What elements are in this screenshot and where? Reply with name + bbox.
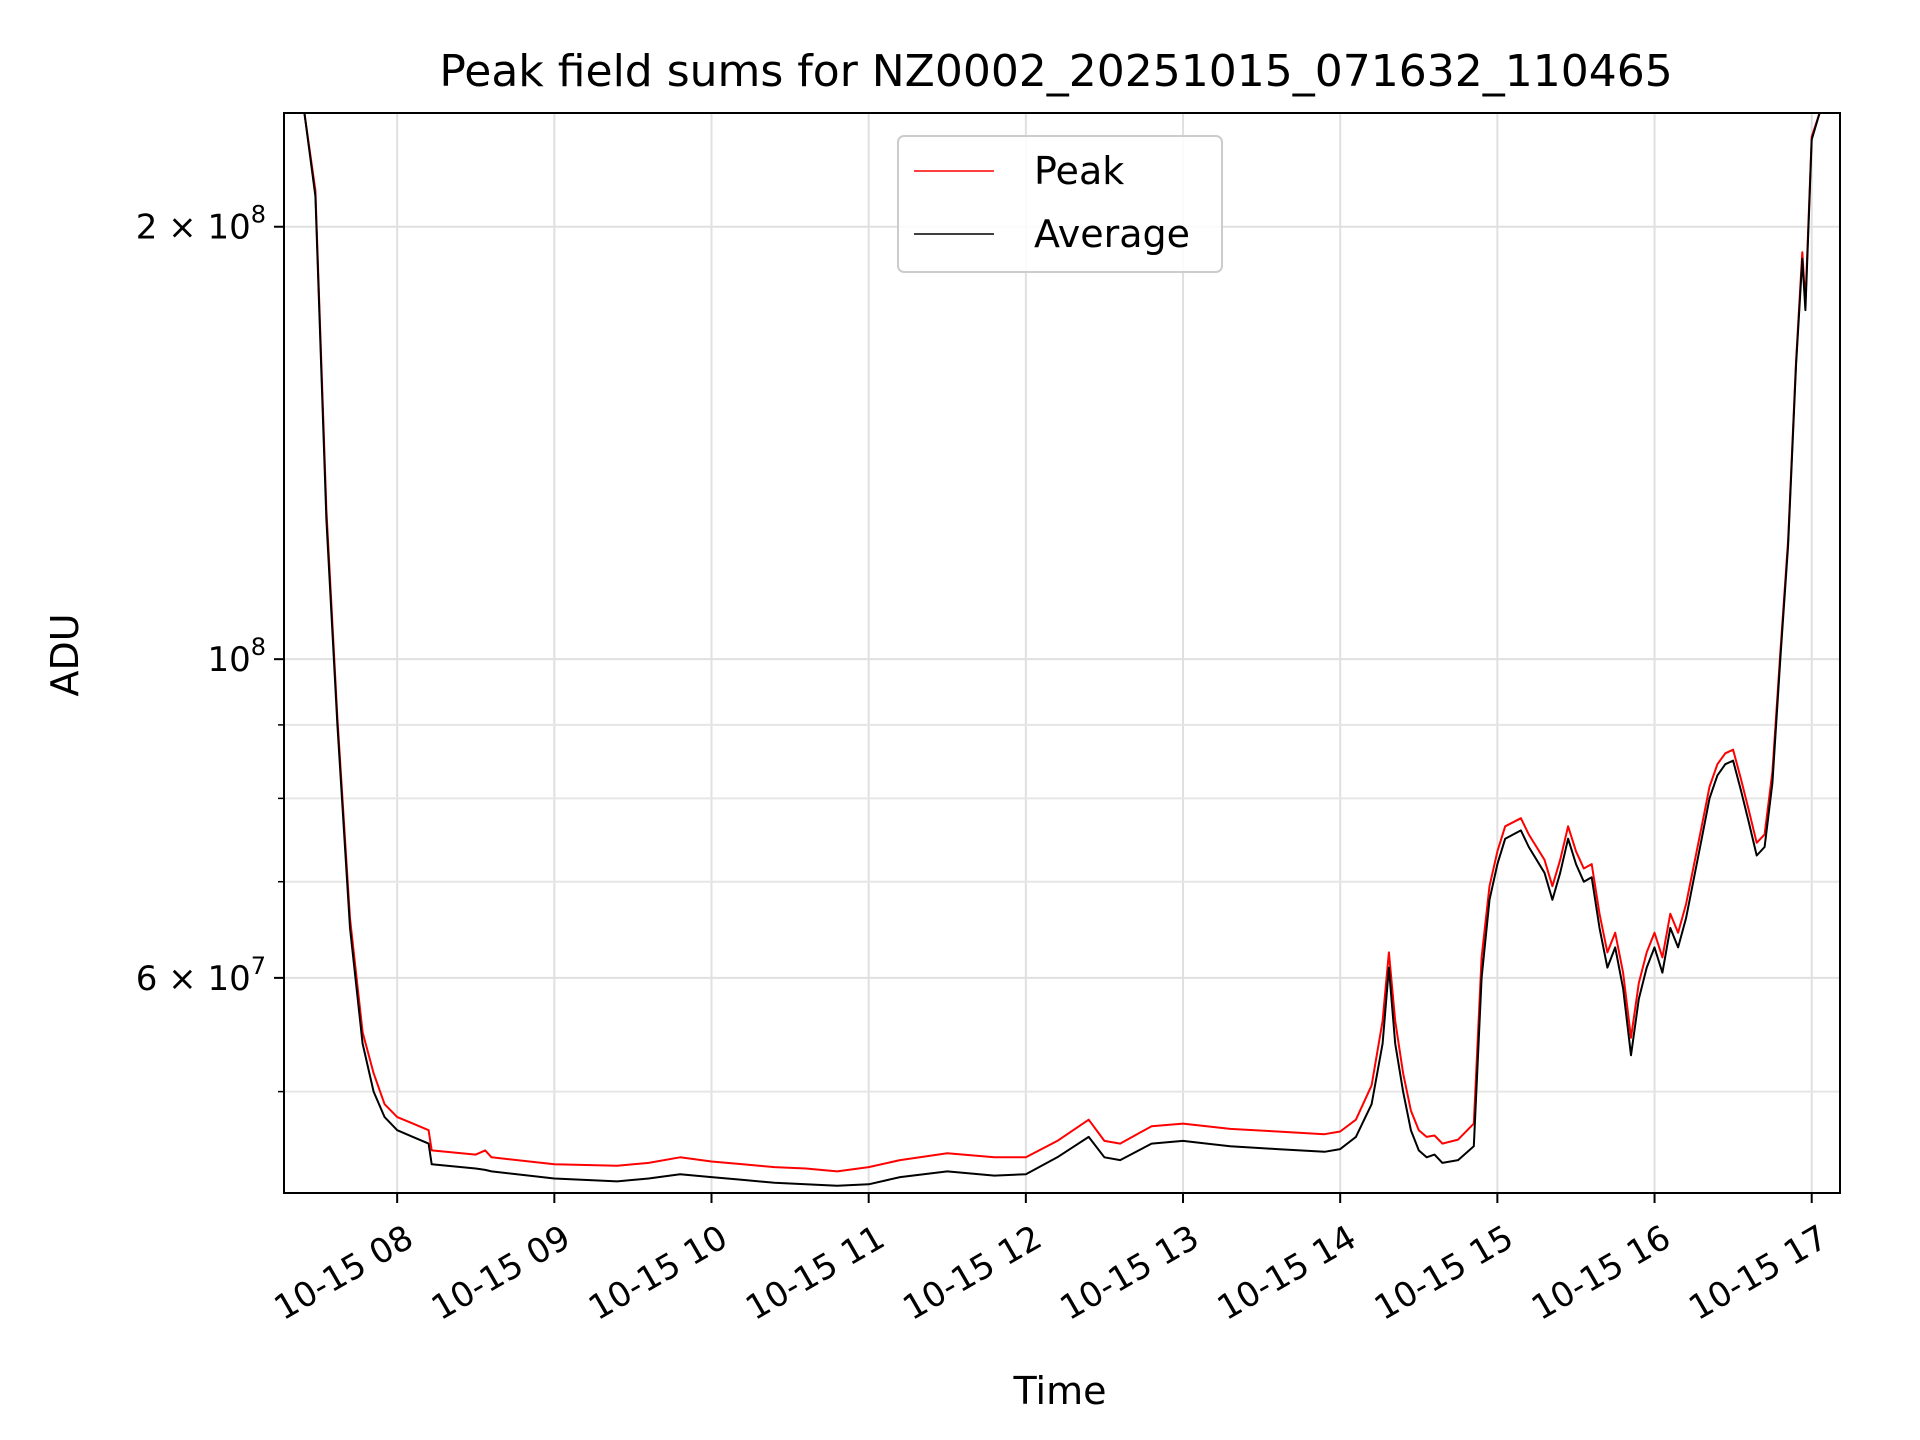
- legend-box: [897, 135, 1223, 273]
- y-tick-label-exponent: 8: [251, 633, 266, 661]
- series-peak-line: [303, 113, 1821, 1173]
- y-tick-label: 2 × 108: [136, 201, 266, 248]
- y-axis-label: ADU: [43, 613, 87, 696]
- y-tick-label-base: 2 × 10: [136, 208, 251, 248]
- series-layer: [303, 113, 1821, 1187]
- y-tick-label-base: 6 × 10: [136, 959, 251, 999]
- y-tick-label: 108: [207, 633, 266, 680]
- y-tick-label-exponent: 7: [251, 952, 266, 980]
- y-tick-label: 6 × 107: [136, 952, 266, 999]
- y-tick-label-base: 10: [207, 640, 250, 680]
- legend[interactable]: Peak Average: [897, 135, 1223, 273]
- x-axis-label: Time: [1013, 1369, 1107, 1413]
- y-tick-label-exponent: 8: [251, 201, 266, 229]
- legend-average-label: Average: [1034, 212, 1190, 256]
- plot-frame: [283, 112, 1841, 1194]
- chart-title: Peak field sums for NZ0002_20251015_0716…: [439, 46, 1672, 97]
- legend-peak-label: Peak: [1034, 149, 1124, 193]
- series-average-line: [303, 113, 1821, 1187]
